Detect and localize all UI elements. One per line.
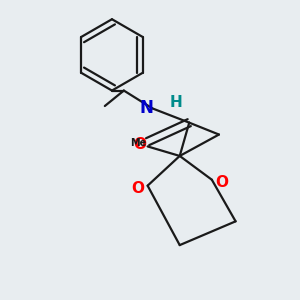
Text: N: N bbox=[140, 99, 153, 117]
Text: O: O bbox=[133, 136, 146, 152]
Text: H: H bbox=[170, 95, 182, 110]
Text: O: O bbox=[215, 175, 228, 190]
Text: Me: Me bbox=[130, 138, 146, 148]
Text: O: O bbox=[132, 181, 145, 196]
